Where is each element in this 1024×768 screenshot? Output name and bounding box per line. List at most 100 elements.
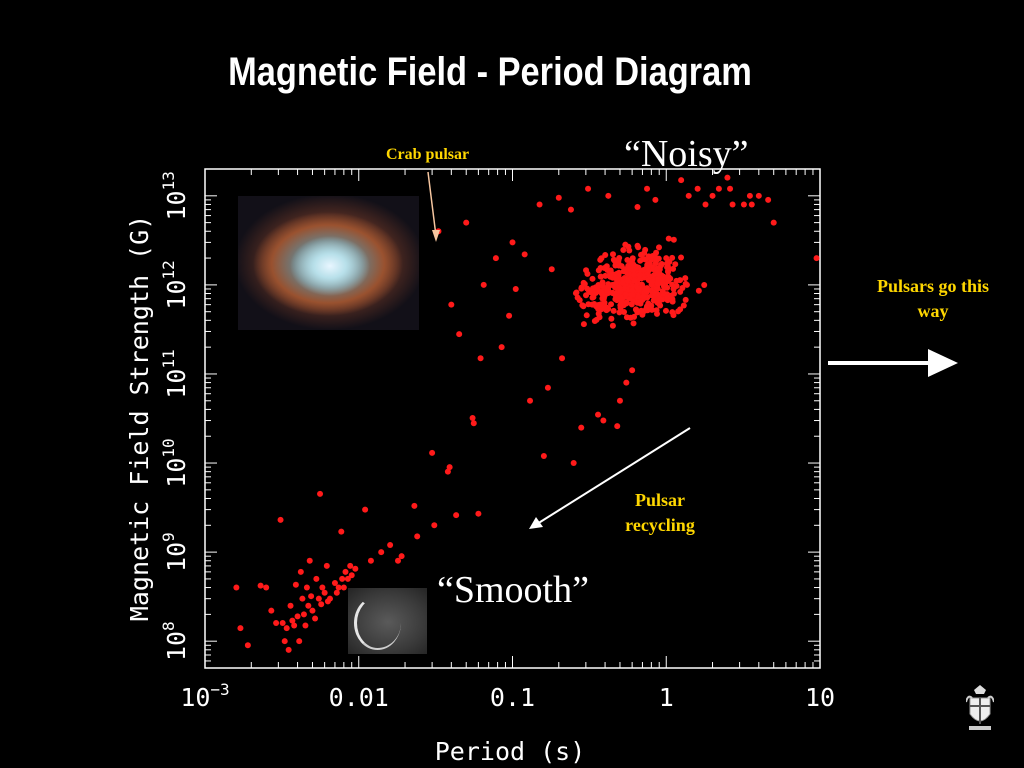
data-point [643, 305, 650, 312]
data-point [339, 575, 346, 582]
data-point [306, 557, 313, 564]
data-point [333, 589, 340, 596]
data-point [414, 533, 421, 540]
data-point [625, 243, 632, 250]
data-point [648, 306, 655, 313]
data-point [669, 309, 676, 316]
data-point [670, 285, 677, 292]
data-point [644, 185, 651, 192]
data-point [654, 310, 661, 317]
data-point [291, 622, 298, 629]
data-point [303, 584, 310, 591]
data-point [601, 305, 608, 312]
data-point [608, 315, 615, 322]
data-point [283, 625, 290, 632]
data-point [619, 279, 626, 286]
x-tick-labels: 10−3 0.01 0.1 1 10 [180, 680, 835, 712]
data-point [244, 642, 251, 649]
data-point [765, 196, 772, 203]
x-tick-label: 10−3 [180, 680, 229, 712]
university-crest-icon [966, 685, 994, 730]
data-point [453, 512, 460, 519]
y-tick-label: 109 [159, 532, 191, 572]
x-tick-label: 1 [659, 683, 674, 712]
data-point [603, 263, 610, 270]
data-point [589, 294, 596, 301]
data-point [448, 301, 455, 308]
data-point [609, 322, 616, 329]
smooth-pulsar-image [348, 588, 427, 654]
data-point [669, 298, 676, 305]
data-point [600, 417, 607, 424]
data-point [613, 290, 620, 297]
data-point [512, 285, 519, 292]
data-point [344, 575, 351, 582]
data-point [630, 320, 637, 327]
data-point [642, 287, 649, 294]
data-point [480, 281, 487, 288]
right-arrow-icon [828, 349, 958, 377]
crab-pointer-arrow [427, 171, 440, 242]
data-point [677, 306, 684, 313]
data-point [268, 607, 275, 614]
data-point [578, 284, 585, 291]
smooth-label: “Smooth” [437, 569, 589, 611]
data-point [321, 589, 328, 596]
crab-nebula-image [238, 196, 419, 330]
data-point [666, 258, 673, 265]
y-tick-label: 1010 [159, 438, 191, 487]
data-point [544, 384, 551, 391]
pulsars-direction-label: Pulsars go this way [876, 276, 990, 321]
data-point [605, 192, 612, 199]
data-point [335, 584, 342, 591]
data-point [602, 252, 609, 259]
data-point [609, 251, 616, 258]
data-point [597, 273, 604, 280]
data-point [635, 244, 642, 251]
data-point [296, 638, 303, 645]
data-point [654, 280, 661, 287]
data-point [664, 284, 671, 291]
data-point [729, 201, 736, 208]
data-point [367, 557, 374, 564]
data-point [654, 285, 661, 292]
data-point [654, 265, 661, 272]
data-point [572, 290, 579, 297]
data-point [597, 256, 604, 263]
data-point [292, 581, 299, 588]
data-point [623, 379, 630, 386]
data-point [595, 411, 602, 418]
data-point [342, 568, 349, 575]
data-point [593, 316, 600, 323]
data-point [623, 314, 630, 321]
data-point [596, 306, 603, 313]
data-point [670, 236, 677, 243]
data-point [607, 271, 614, 278]
data-point [297, 568, 304, 575]
data-point [770, 219, 777, 226]
data-point [398, 553, 405, 560]
y-tick-labels: 108 109 1010 1011 1012 1013 [159, 171, 191, 661]
data-point [635, 285, 642, 292]
data-point [655, 275, 662, 282]
data-point [492, 255, 499, 262]
data-point [411, 502, 418, 509]
y-tick-label: 108 [159, 621, 191, 661]
data-point [456, 331, 463, 338]
data-point [589, 275, 596, 282]
noisy-label: “Noisy” [624, 133, 749, 175]
data-point [677, 277, 684, 284]
data-point [620, 268, 627, 275]
data-point [597, 264, 604, 271]
data-point [585, 301, 592, 308]
data-point [740, 201, 747, 208]
data-point [682, 275, 689, 282]
data-point [340, 584, 347, 591]
data-point [470, 420, 477, 427]
data-point [378, 549, 385, 556]
data-point [659, 281, 666, 288]
data-point [709, 192, 716, 199]
data-point [578, 424, 585, 431]
data-point [624, 277, 631, 284]
data-point [628, 301, 635, 308]
